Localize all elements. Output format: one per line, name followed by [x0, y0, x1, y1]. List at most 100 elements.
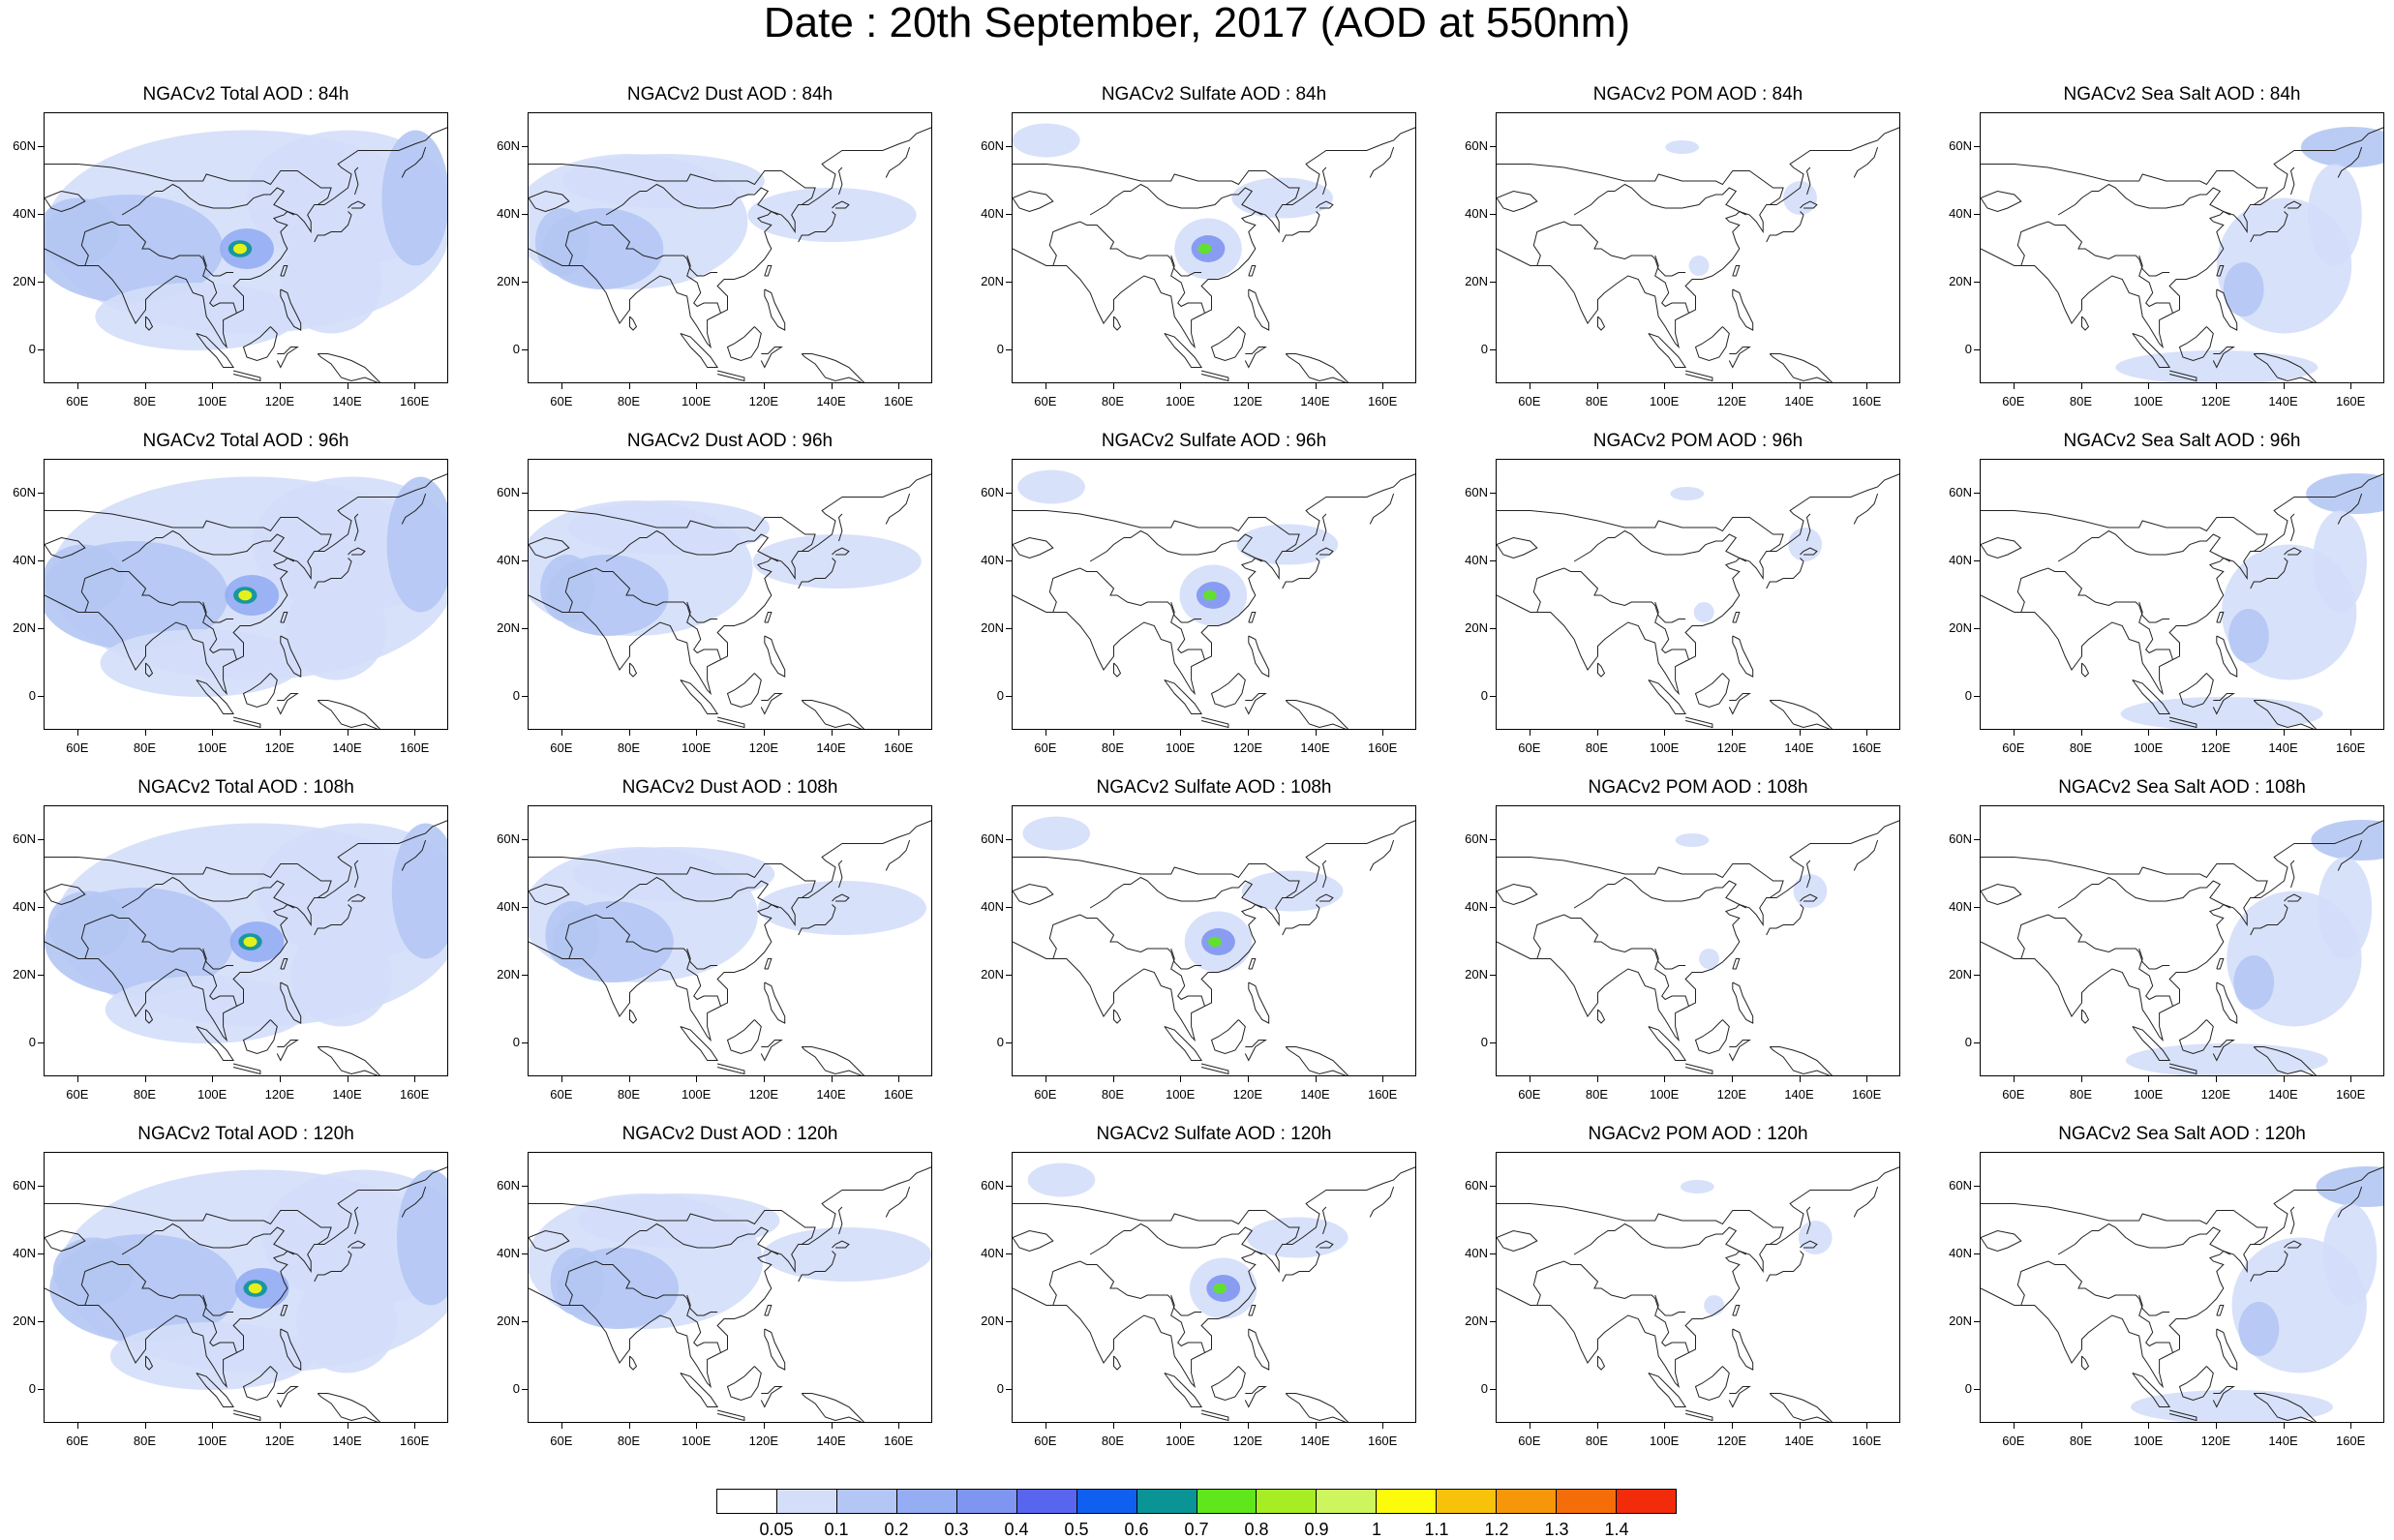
aod-field-sulfate	[1213, 1283, 1227, 1294]
coastline	[1654, 948, 1689, 1007]
lon-tick-label: 80E	[617, 1434, 641, 1448]
aod-field-total	[391, 823, 447, 959]
aod-field-total	[397, 1169, 447, 1306]
coastline	[317, 700, 381, 729]
lon-tick-label: 100E	[1649, 1434, 1680, 1448]
coastline	[401, 493, 427, 525]
lon-tick-label: 160E	[2335, 394, 2366, 408]
coastline	[885, 839, 911, 871]
coastline	[2289, 166, 2295, 196]
panel-title: NGACv2 Dust AOD : 96h	[626, 431, 833, 451]
lon-tick-label: 80E	[1101, 1434, 1125, 1448]
lat-tick-label: 20N	[981, 274, 1004, 288]
lon-tick	[1382, 1423, 1384, 1429]
lon-tick-label: 80E	[1585, 1434, 1609, 1448]
aod-field-sulfate	[1231, 177, 1333, 219]
coastline	[529, 1166, 931, 1389]
lat-tick	[522, 907, 528, 908]
lat-tick	[522, 1253, 528, 1254]
coastline	[2081, 316, 2090, 331]
colorbar-label: 0.8	[1244, 1520, 1269, 1539]
lat-tick-label: 40N	[1949, 553, 1972, 567]
coastline	[529, 164, 816, 205]
coastline	[1285, 1393, 1349, 1422]
aod-field-total	[295, 1271, 398, 1374]
lon-tick	[898, 383, 900, 389]
coastline	[832, 547, 850, 556]
aod-field-total	[47, 891, 130, 959]
coastline	[2250, 211, 2288, 243]
lon-tick	[898, 1076, 900, 1082]
lon-tick	[2080, 383, 2082, 389]
coastline	[605, 876, 779, 909]
lat-tick	[1490, 1042, 1496, 1043]
lon-tick	[76, 730, 78, 736]
lat-tick	[1006, 1253, 1012, 1254]
lon-tick	[1731, 383, 1733, 389]
lon-tick-label: 140E	[1300, 1434, 1330, 1448]
coastline	[348, 893, 366, 902]
map-panel: NGACv2 POM AOD : 108h 60N 40N 20N 0 60E 80E 100…	[1452, 778, 1907, 1122]
aod-field-pom	[1693, 602, 1714, 622]
coastline	[348, 200, 366, 209]
coastline	[1013, 536, 1054, 559]
lat-tick-label: 60N	[1949, 831, 1972, 846]
lat-tick-label: 20N	[1949, 1314, 1972, 1328]
coastline	[1113, 1355, 1122, 1371]
lat-tick	[1006, 282, 1012, 283]
coastline	[314, 904, 352, 936]
coastline	[716, 716, 745, 729]
lat-tick-label: 60N	[497, 138, 520, 153]
coastline	[1800, 547, 1818, 556]
lon-tick	[628, 1076, 630, 1082]
coastline	[1089, 1223, 1263, 1255]
coastline	[629, 1355, 638, 1371]
lat-tick	[1006, 975, 1012, 976]
lat-tick	[522, 1042, 528, 1043]
panel-title: NGACv2 Total AOD : 120h	[137, 1124, 354, 1144]
aod-field-total	[261, 1169, 447, 1306]
coastline	[317, 1046, 381, 1075]
panel-title: NGACv2 Dust AOD : 108h	[621, 777, 838, 798]
aod-field-seasalt	[2307, 164, 2362, 266]
lat-tick-label: 40N	[981, 206, 1004, 221]
coastline	[353, 513, 359, 542]
coastline	[885, 146, 911, 178]
lon-tick	[76, 1076, 78, 1082]
lon-tick-label: 60E	[1518, 1087, 1541, 1102]
lat-tick	[1006, 628, 1012, 629]
coastline	[1013, 1203, 1300, 1245]
lon-tick-label: 80E	[1585, 1087, 1609, 1102]
lon-tick	[2283, 1076, 2285, 1082]
map-frame	[1980, 805, 2384, 1076]
coastline	[832, 200, 850, 209]
coastline	[1282, 558, 1320, 589]
aod-field-sulfate	[1197, 243, 1212, 255]
lon-tick	[2148, 383, 2150, 389]
lon-tick-label: 160E	[1851, 394, 1882, 408]
coastline	[1573, 876, 1747, 909]
lon-tick-label: 60E	[1034, 394, 1057, 408]
coastline	[2253, 353, 2318, 382]
lon-tick-label: 140E	[2268, 394, 2298, 408]
coastline	[2289, 513, 2295, 542]
coastline	[686, 948, 721, 1007]
lon-tick	[1045, 1076, 1046, 1082]
coastline	[317, 353, 381, 382]
coastline	[529, 473, 931, 696]
coastline	[353, 166, 359, 196]
lon-tick-label: 120E	[1716, 740, 1747, 755]
coastline	[2284, 1240, 2302, 1249]
lat-tick	[38, 975, 44, 976]
lon-tick-label: 80E	[133, 1434, 157, 1448]
coastline	[348, 1240, 366, 1249]
lon-tick	[561, 1423, 562, 1429]
coastline	[1113, 1009, 1122, 1024]
lon-tick-label: 120E	[2200, 740, 2231, 755]
lat-tick	[38, 1253, 44, 1254]
lon-tick	[2148, 1076, 2150, 1082]
coastline	[202, 601, 237, 660]
lat-tick-label: 60N	[13, 138, 36, 153]
lat-tick-label: 40N	[1465, 1246, 1488, 1260]
lon-tick	[279, 383, 281, 389]
